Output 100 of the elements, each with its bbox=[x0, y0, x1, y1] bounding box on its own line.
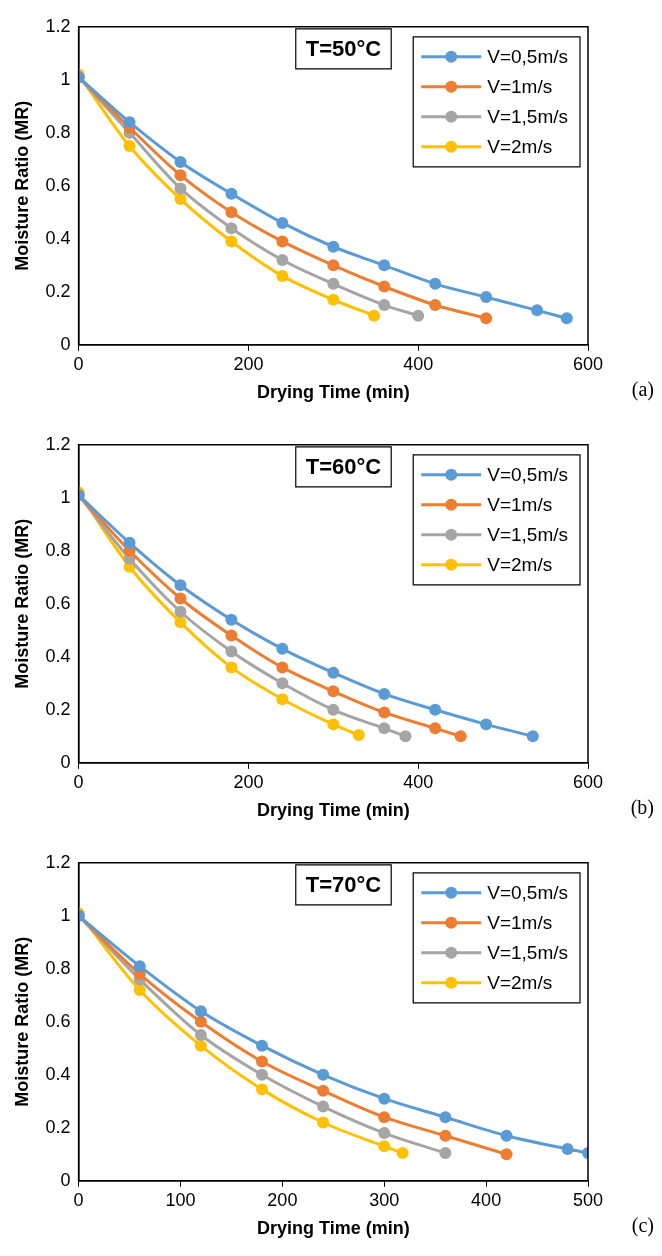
point bbox=[225, 187, 238, 200]
point bbox=[526, 730, 539, 743]
point bbox=[327, 666, 340, 679]
y-tick-label: 0.6 bbox=[45, 1010, 71, 1031]
y-tick-label: 0.2 bbox=[45, 698, 71, 719]
point bbox=[317, 1084, 330, 1097]
point bbox=[276, 642, 289, 655]
y-tick-label: 0.4 bbox=[45, 1063, 71, 1084]
point bbox=[560, 312, 573, 325]
point bbox=[480, 718, 493, 731]
point bbox=[276, 693, 289, 706]
y-tick-label: 0.6 bbox=[45, 592, 71, 613]
point bbox=[439, 1146, 452, 1159]
point bbox=[194, 1039, 207, 1052]
point bbox=[378, 1111, 391, 1124]
point bbox=[225, 206, 238, 219]
x-axis-title: Drying Time (min) bbox=[256, 800, 410, 821]
point bbox=[399, 730, 412, 743]
y-tick-label: 1.2 bbox=[45, 851, 71, 872]
y-tick-label: 0.4 bbox=[45, 645, 71, 666]
point bbox=[225, 235, 238, 248]
x-tick-label: 600 bbox=[572, 353, 604, 374]
point bbox=[412, 309, 425, 322]
point bbox=[256, 1055, 268, 1068]
point bbox=[500, 1148, 513, 1161]
point bbox=[480, 312, 493, 325]
x-axis-title: Drying Time (min) bbox=[256, 382, 410, 403]
point bbox=[276, 269, 289, 282]
point bbox=[439, 1111, 452, 1124]
y-tick-label: 0.4 bbox=[45, 227, 71, 248]
legend-label: V=0,5m/s bbox=[487, 464, 569, 486]
legend-label: V=1,5m/s bbox=[487, 106, 569, 128]
x-tick-label: 400 bbox=[403, 353, 434, 374]
text: (c) bbox=[631, 1214, 654, 1237]
y-axis-title: Moisture Ratio (MR) bbox=[11, 100, 32, 271]
text: (b) bbox=[630, 796, 654, 819]
point bbox=[317, 1100, 330, 1113]
point bbox=[276, 216, 289, 229]
x-tick-label: 100 bbox=[165, 1189, 196, 1210]
point bbox=[327, 293, 340, 306]
point bbox=[378, 687, 391, 700]
y-tick-label: 0.6 bbox=[45, 174, 71, 195]
point bbox=[317, 1116, 330, 1129]
point bbox=[276, 661, 289, 674]
y-tick-label: 1.2 bbox=[45, 15, 71, 36]
point bbox=[225, 222, 238, 235]
point bbox=[194, 1005, 207, 1018]
x-tick-label: 200 bbox=[267, 1189, 298, 1210]
y-tick-label: 1 bbox=[60, 68, 71, 89]
point bbox=[133, 960, 146, 973]
legend-label: V=2m/s bbox=[487, 972, 553, 994]
annotation: T=70°C bbox=[305, 871, 382, 897]
point bbox=[454, 730, 467, 743]
point bbox=[225, 645, 238, 658]
x-tick-label: 600 bbox=[572, 771, 604, 792]
point bbox=[256, 1083, 268, 1096]
point bbox=[327, 718, 340, 731]
point bbox=[480, 291, 493, 304]
text: (a) bbox=[631, 378, 654, 401]
point bbox=[378, 259, 391, 272]
y-tick-label: 0.2 bbox=[45, 1116, 71, 1137]
point bbox=[174, 616, 187, 629]
x-tick-label: 200 bbox=[233, 771, 264, 792]
point bbox=[174, 155, 187, 168]
y-tick-label: 0 bbox=[60, 751, 71, 772]
point bbox=[174, 605, 187, 618]
point bbox=[429, 722, 442, 735]
y-tick-label: 0.8 bbox=[45, 539, 71, 560]
annotation: T=50°C bbox=[305, 35, 382, 61]
point bbox=[256, 1039, 268, 1052]
point bbox=[378, 280, 391, 293]
point bbox=[439, 1129, 452, 1142]
point bbox=[327, 277, 340, 290]
point bbox=[378, 1092, 391, 1105]
point bbox=[194, 1029, 207, 1042]
point bbox=[396, 1146, 409, 1159]
y-tick-label: 0.8 bbox=[45, 121, 71, 142]
point bbox=[225, 661, 238, 674]
x-tick-label: 0 bbox=[73, 353, 84, 374]
x-tick-label: 400 bbox=[403, 771, 434, 792]
point bbox=[368, 309, 381, 322]
legend-label: V=1,5m/s bbox=[487, 942, 569, 964]
x-axis-title: Drying Time (min) bbox=[256, 1218, 410, 1239]
x-tick-label: 200 bbox=[233, 353, 264, 374]
point bbox=[123, 536, 136, 549]
legend-label: V=1m/s bbox=[487, 76, 553, 98]
point bbox=[378, 722, 391, 735]
point bbox=[174, 592, 187, 605]
legend-label: V=1,5m/s bbox=[487, 524, 569, 546]
x-tick-label: 0 bbox=[73, 771, 84, 792]
point bbox=[378, 299, 391, 312]
y-tick-label: 1 bbox=[60, 486, 71, 507]
point bbox=[429, 277, 442, 290]
y-tick-label: 1.2 bbox=[45, 433, 71, 454]
legend-label: V=2m/s bbox=[487, 554, 553, 576]
point bbox=[378, 1127, 391, 1140]
point bbox=[225, 629, 238, 642]
x-tick-label: 500 bbox=[572, 1189, 604, 1210]
y-axis-title: Moisture Ratio (MR) bbox=[11, 518, 32, 689]
point bbox=[500, 1129, 513, 1142]
